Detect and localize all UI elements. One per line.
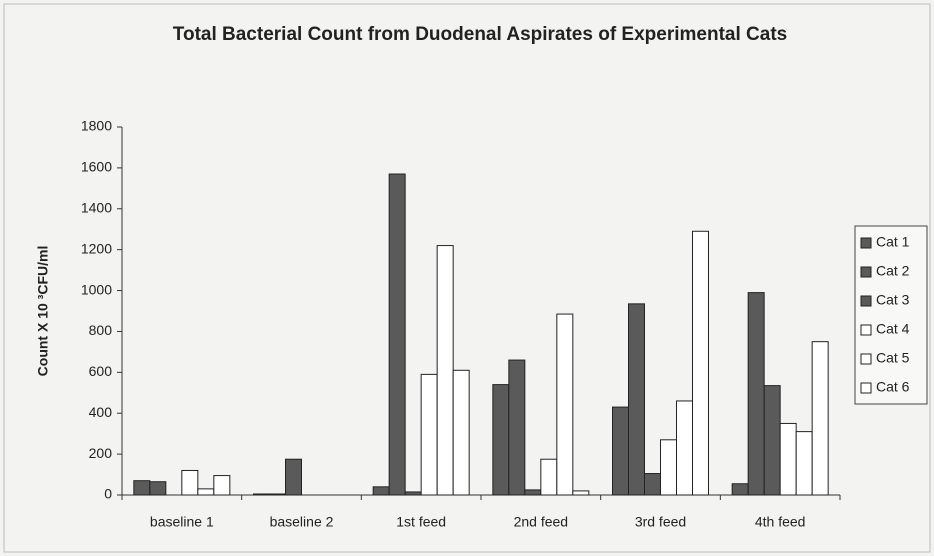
y-tick-label: 1400 (81, 199, 112, 215)
legend-swatch (860, 266, 872, 278)
legend-swatch (860, 237, 872, 249)
x-tick-label: 3rd feed (635, 514, 686, 530)
bar (253, 493, 270, 496)
bar (811, 341, 829, 496)
legend-swatch (860, 382, 872, 394)
bar (779, 422, 797, 496)
y-tick-label: 1600 (81, 159, 112, 175)
legend-box (854, 225, 928, 405)
legend-label: Cat 2 (876, 263, 910, 279)
legend-swatch (860, 353, 872, 365)
bar (213, 475, 231, 496)
x-tick-label: baseline 2 (270, 514, 334, 530)
bar (763, 385, 781, 496)
y-tick-label: 800 (89, 322, 113, 338)
bar (452, 369, 470, 496)
bar (612, 406, 629, 496)
bar (540, 458, 558, 496)
bar (420, 373, 438, 496)
y-tick-label: 0 (104, 486, 112, 502)
bar (181, 469, 199, 496)
y-tick-label: 200 (89, 445, 113, 461)
y-tick-label: 1200 (81, 240, 112, 256)
bar (556, 313, 574, 496)
chart-title: Total Bacterial Count from Duodenal Aspi… (172, 24, 788, 45)
bar (197, 488, 215, 496)
bar (372, 486, 390, 496)
bar (269, 493, 286, 496)
bar (731, 483, 749, 496)
legend-label: Cat 5 (876, 350, 910, 366)
bar (644, 473, 661, 496)
y-tick-label: 1000 (81, 281, 112, 297)
bar (492, 384, 510, 496)
bar (572, 490, 590, 496)
bar (436, 245, 454, 496)
x-tick-label: 2nd feed (514, 514, 569, 530)
bar (388, 173, 406, 496)
legend-label: Cat 4 (876, 321, 910, 337)
y-axis-label: Count X 10 ³CFU/ml (35, 246, 51, 377)
bar (149, 481, 167, 496)
legend-swatch (860, 295, 872, 307)
legend-label: Cat 3 (876, 292, 910, 308)
bar (524, 489, 542, 496)
bar (676, 400, 693, 496)
legend-label: Cat 6 (876, 379, 910, 395)
bar (508, 359, 526, 496)
bar (628, 303, 645, 496)
legend-label: Cat 1 (876, 234, 910, 250)
x-tick-label: 4th feed (755, 514, 806, 530)
bar (404, 491, 422, 496)
bar (795, 431, 813, 496)
bar (133, 480, 151, 496)
x-tick-label: baseline 1 (150, 514, 214, 530)
bar (285, 458, 302, 496)
bar (692, 230, 709, 496)
x-tick-label: 1st feed (396, 514, 446, 530)
y-tick-label: 600 (89, 363, 113, 379)
legend-swatch (860, 324, 872, 336)
bar (747, 292, 765, 496)
bar (660, 439, 677, 496)
y-tick-label: 400 (89, 404, 113, 420)
y-tick-label: 1800 (81, 118, 112, 134)
chart-border (3, 3, 931, 553)
